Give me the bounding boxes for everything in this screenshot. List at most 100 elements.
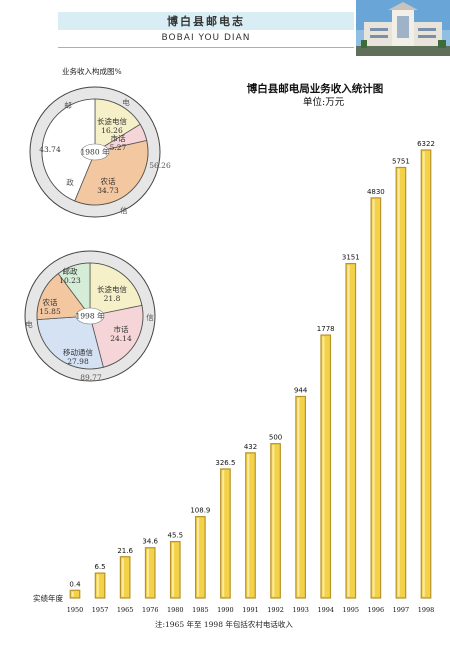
x-tick-1993: 1993 <box>292 606 309 614</box>
page-header: 博白县邮电志 BOBAI YOU DIAN <box>0 0 450 60</box>
x-tick-1985: 1985 <box>192 606 209 614</box>
pie1998-slice-label-4: 邮政 <box>63 266 78 276</box>
bar-1980 <box>169 540 181 599</box>
pie1998-slice-label-1: 市话 <box>114 324 129 334</box>
pie1998-slice-value-1: 24.14 <box>110 334 132 343</box>
bar-highlight-1991 <box>247 454 250 597</box>
pie1980-slice-label-2: 农话 <box>101 176 116 186</box>
bar-value-label-1990: 326.5 <box>215 459 235 467</box>
pie1980-center-badge <box>80 143 110 161</box>
bar-highlight-1995 <box>347 265 350 597</box>
pie1980-slice-value-2: 34.73 <box>97 186 119 195</box>
pie1980-center-label: 1980 年 <box>81 147 110 157</box>
bar-highlight-1976 <box>146 549 149 597</box>
bar-value-label-1985: 108.9 <box>190 507 210 515</box>
bar-value-label-1996: 4830 <box>367 188 385 196</box>
x-tick-1997: 1997 <box>393 606 410 614</box>
x-tick-1965: 1965 <box>117 606 134 614</box>
pie-caption: 业务收入构成图% <box>62 67 122 76</box>
bar-series: 0.4 6.5 21.6 34.6 45.5 108.9 326.5 432 500 944 177… <box>69 140 435 599</box>
bar-1994 <box>320 334 332 599</box>
x-tick-1992: 1992 <box>267 606 284 614</box>
bar-highlight-1996 <box>372 199 375 597</box>
pie1980-ring-label-left_bottom: 政 <box>66 177 74 187</box>
bar-1996 <box>370 197 382 599</box>
pie1998-slice-value-3: 15.85 <box>39 307 61 316</box>
bar-highlight-1980 <box>172 543 175 597</box>
pie1998-slice-value-4: 10.23 <box>59 276 81 285</box>
bar-1995 <box>345 262 357 599</box>
pie1998-slice-value-2: 27.98 <box>67 357 89 366</box>
pie1980-slice-label-1: 市话 <box>111 133 126 143</box>
bar-1990 <box>220 468 231 599</box>
bar-highlight-1998 <box>422 151 425 597</box>
pie1998-slice-value-0: 21.8 <box>104 294 121 303</box>
bar-1992 <box>270 443 281 599</box>
bar-highlight-1997 <box>397 168 400 597</box>
pie1980-ring-label-bottom: 信 <box>120 205 128 215</box>
bar-value-label-1950: 0.4 <box>69 580 81 588</box>
chart-title: 博白县邮电局业务收入统计图 <box>246 83 384 95</box>
pie1998-slice-label-3: 农话 <box>43 297 58 307</box>
bar-1993 <box>295 395 306 599</box>
pie1980-ring-label-left_top: 邮 <box>64 100 72 110</box>
x-axis-labels: 1950 1957 1965 1976 1980 1985 1990 1991 1992 1993… <box>67 606 435 614</box>
bar-1965 <box>119 556 131 599</box>
bar-1957 <box>94 572 106 599</box>
chart-unit: 单位:万元 <box>303 97 345 108</box>
pie1998-inner-edge <box>36 262 144 370</box>
bar-1950 <box>69 589 81 599</box>
x-tick-1994: 1994 <box>317 606 334 614</box>
pie1980-ring-label-right: 56.26 <box>149 161 171 170</box>
bar-highlight-1994 <box>322 336 325 597</box>
bar-value-label-1991: 432 <box>244 443 257 451</box>
bar-1998 <box>420 149 432 599</box>
book-subtitle: BOBAI YOU DIAN <box>161 33 251 43</box>
bar-value-label-1965: 21.6 <box>117 547 133 555</box>
bar-highlight-1965 <box>121 558 124 597</box>
x-tick-1996: 1996 <box>368 606 385 614</box>
pie1998-ring-label-left: 电 <box>25 319 33 329</box>
bar-value-label-1976: 34.6 <box>142 538 158 546</box>
pie1998-center-label: 1998 年 <box>76 311 105 321</box>
bar-highlight-1950 <box>71 591 74 597</box>
x-tick-1998: 1998 <box>418 606 435 614</box>
x-tick-1957: 1957 <box>92 606 109 614</box>
bar-value-label-1997: 5751 <box>392 157 410 165</box>
bar-value-label-1980: 45.5 <box>167 532 183 540</box>
bar-value-label-1998: 6322 <box>417 140 435 148</box>
bar-highlight-1957 <box>96 574 99 597</box>
bar-value-label-1992: 500 <box>269 434 282 442</box>
x-tick-1990: 1990 <box>217 606 234 614</box>
bar-value-label-1993: 944 <box>294 386 308 394</box>
pie1998-ring-label-right: 信 <box>146 312 154 322</box>
pie1998-ring-label-bottom: 89.77 <box>80 373 102 382</box>
book-title: 博白县邮电志 <box>167 15 245 28</box>
bar-value-label-1994: 1778 <box>317 325 335 333</box>
pie1998-slice-label-2: 移动通信 <box>63 347 93 357</box>
pie1980-slice-value-0: 16.26 <box>101 126 123 135</box>
bar-1976 <box>144 547 156 599</box>
x-tick-1995: 1995 <box>343 606 360 614</box>
footnote: 注:1965 年至 1998 年包括农村电话收入 <box>155 620 293 629</box>
header-band <box>58 12 354 30</box>
bar-1991 <box>245 452 256 599</box>
pie1980-slice-value-1: 5.27 <box>110 143 127 152</box>
bar-value-label-1957: 6.5 <box>95 563 106 571</box>
x-tick-1980: 1980 <box>167 606 184 614</box>
bar-1985 <box>195 516 206 599</box>
pie1980-slice-label-0: 长途电信 <box>97 116 127 126</box>
pie1998-slice-label-0: 长途电信 <box>97 284 127 294</box>
bar-highlight-1992 <box>272 445 275 597</box>
bar-highlight-1985 <box>197 518 200 597</box>
x-tick-1950: 1950 <box>67 606 84 614</box>
bar-highlight-1990 <box>222 470 225 597</box>
bar-highlight-1993 <box>297 397 300 597</box>
building-photo <box>356 0 450 56</box>
x-tick-1976: 1976 <box>142 606 159 614</box>
pie1980-slice-value-3: 43.74 <box>39 145 61 154</box>
bar-value-label-1995: 3151 <box>342 254 360 262</box>
